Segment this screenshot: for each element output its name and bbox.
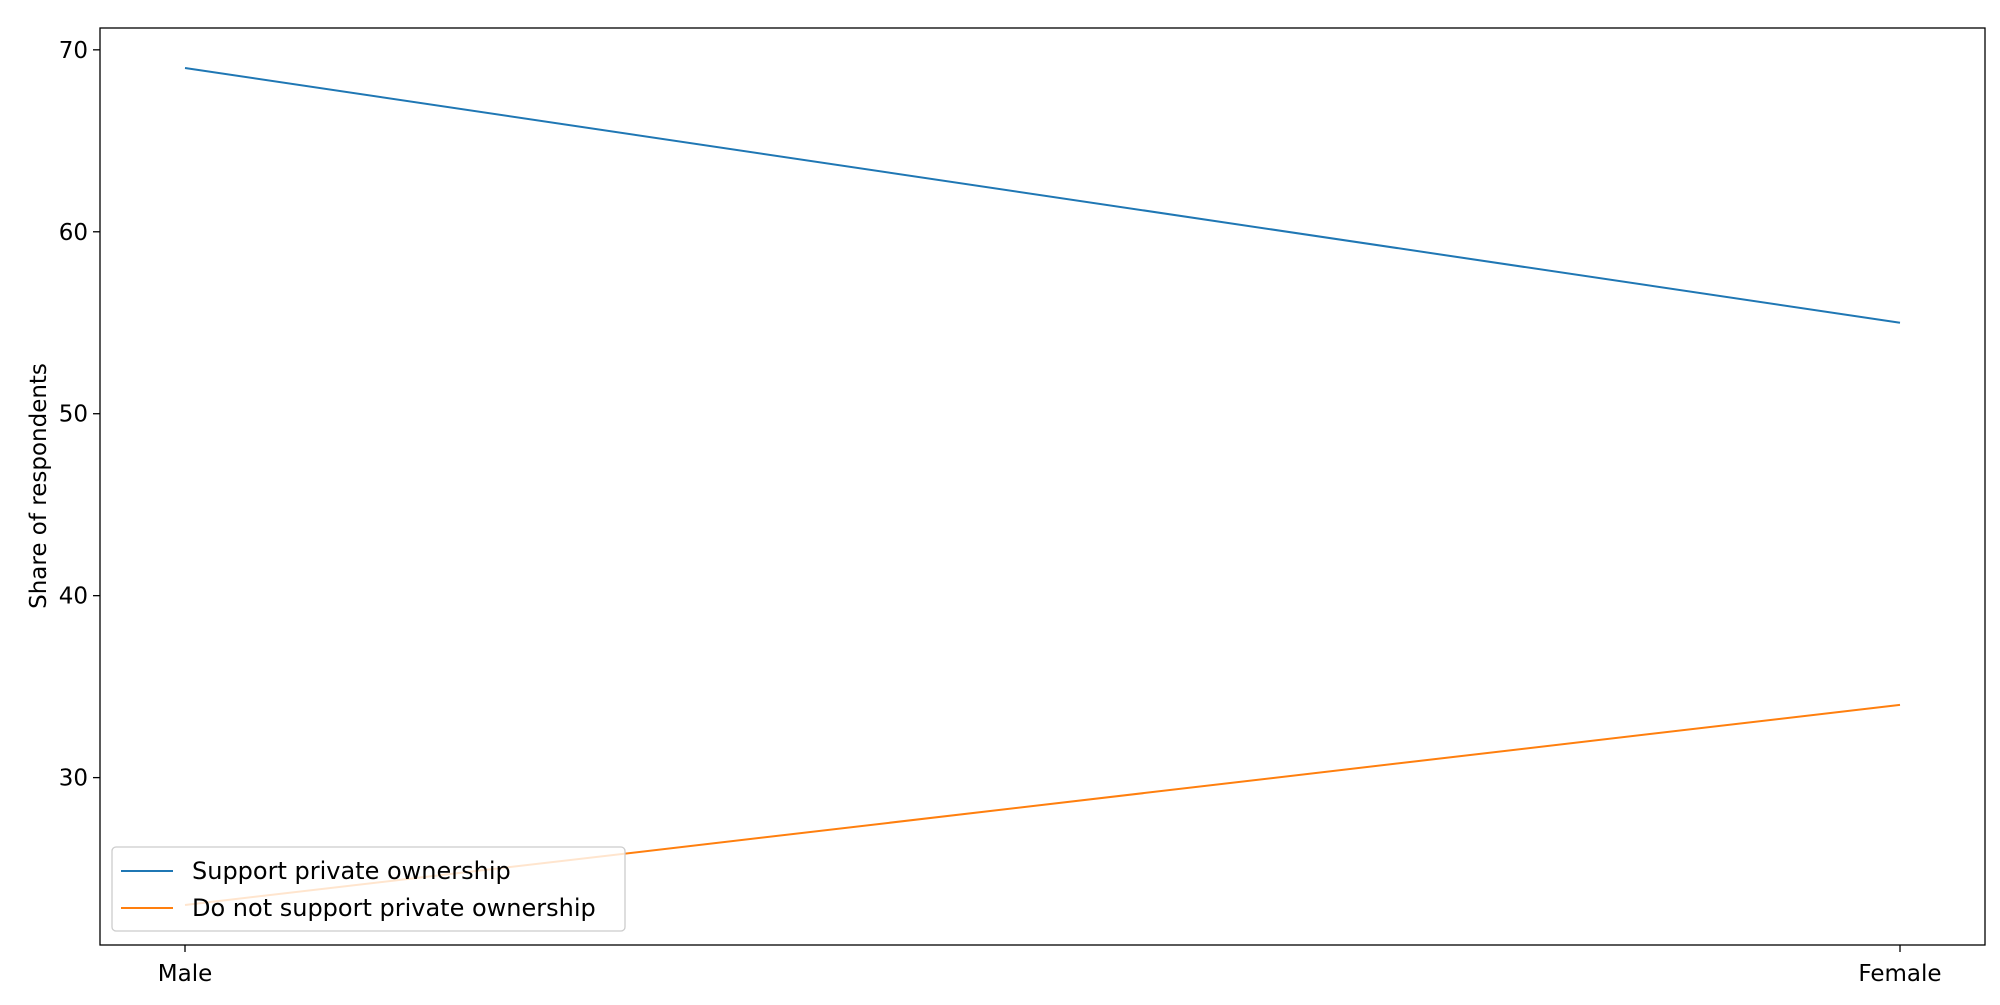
legend-label-not-support: Do not support private ownership [192,894,596,922]
x-axis: Male Female [158,945,1942,987]
legend: Support private ownership Do not support… [111,846,626,932]
y-tick-label: 30 [59,766,88,792]
y-tick-label: 50 [59,402,88,428]
y-tick-label: 70 [59,38,88,64]
y-tick-label: 40 [59,584,88,610]
y-axis-label: Share of respondents [26,363,52,609]
x-tick-label: Male [158,961,212,987]
y-tick-label: 60 [59,220,88,246]
x-tick-label: Female [1858,961,1941,987]
series-line-0 [184,67,1901,324]
plot-background [100,28,1985,945]
y-axis: 30 40 50 60 70 [59,38,100,792]
legend-box [111,846,626,932]
legend-label-support: Support private ownership [192,857,511,885]
plot-frame [99,27,1986,946]
